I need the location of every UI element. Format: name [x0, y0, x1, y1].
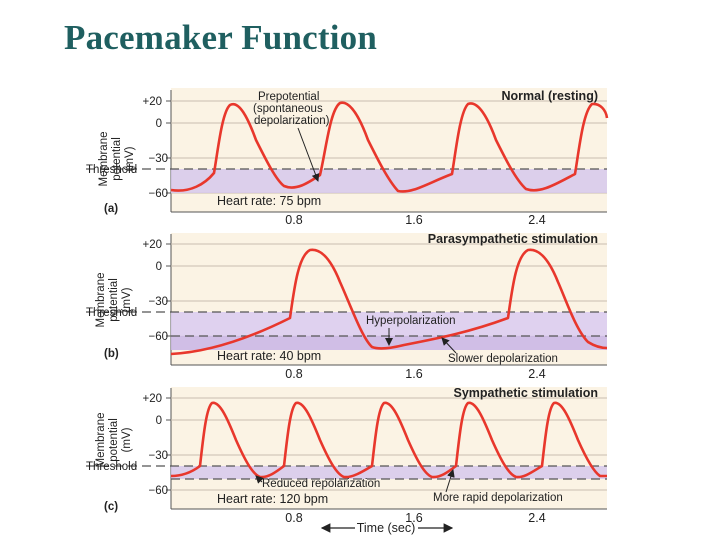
panel-c-background	[171, 387, 607, 509]
panel-b-y-axis-label: Membrane potential (mV)	[95, 273, 133, 328]
panel-b: +20 0 −30 Threshold −60 Membrane potenti…	[86, 232, 608, 381]
panel-c-action-potential-trace	[170, 401, 607, 479]
panel-a-tick-minus60: −60	[148, 188, 168, 200]
panel-b-tick-plus20: +20	[142, 239, 162, 251]
panel-a-ticks: +20 0 −30 Threshold −60	[86, 96, 168, 200]
panel-a-heading: Normal (resting)	[501, 89, 598, 103]
panel-a-ylabel-line3: (mV)	[124, 146, 136, 171]
panel-a-heart-rate: Heart rate: 75 bpm	[217, 194, 321, 208]
panel-b-xtick-0.8: 0.8	[285, 367, 302, 381]
panel-b-slower-depolarization-arrow	[441, 337, 457, 354]
panel-c-ticks: +20 0 −30 Threshold −60	[86, 393, 168, 497]
panel-b-hyperpolarization-label: Hyperpolarization	[366, 315, 456, 327]
panel-a-xtick-2.4: 2.4	[528, 213, 545, 227]
panel-a-ylabel-line1: Membrane	[98, 132, 110, 187]
panel-c-x-ticks: 0.8 1.6 2.4	[285, 511, 545, 525]
panel-c-ylabel-line3: (mV)	[121, 427, 133, 452]
panel-c-tick-minus30: −30	[148, 450, 168, 462]
panel-a-y-axis-label: Membrane potential (mV)	[98, 132, 136, 187]
slide-title: Pacemaker Function	[64, 18, 378, 57]
panel-a-action-potential-trace	[170, 101, 609, 193]
panel-b-ticks: +20 0 −30 Threshold −60	[86, 239, 168, 343]
panel-a-xtick-1.6: 1.6	[405, 213, 422, 227]
panel-a-ylabel-line2: potential	[111, 137, 123, 180]
panel-a-tick-minus30: −30	[148, 153, 168, 165]
panel-c-y-axis-label: Membrane potential (mV)	[95, 413, 133, 468]
panel-c-y-axis	[166, 388, 172, 509]
panel-c-heading: Sympathetic stimulation	[454, 386, 598, 400]
panel-a-letter: (a)	[104, 203, 118, 215]
panel-c-threshold-band	[171, 466, 607, 479]
panel-a-tick-plus20: +20	[142, 96, 162, 108]
panel-c-xtick-2.4: 2.4	[528, 511, 545, 525]
panel-b-tick-minus60: −60	[148, 331, 168, 343]
panel-b-heading: Parasympathetic stimulation	[428, 232, 598, 246]
panel-a-x-ticks: 0.8 1.6 2.4	[285, 213, 545, 227]
panel-c-letter: (c)	[104, 501, 118, 513]
panel-c: +20 0 −30 Threshold −60 Membrane potenti…	[86, 386, 607, 535]
panel-a: +20 0 −30 Threshold −60 Membrane potenti…	[86, 88, 609, 227]
panel-a-annotation-line1: Prepotential	[258, 91, 319, 103]
panel-b-tick-minus30: −30	[148, 296, 168, 308]
panel-c-heart-rate: Heart rate: 120 bpm	[217, 492, 328, 506]
panel-b-x-ticks: 0.8 1.6 2.4	[285, 367, 545, 381]
panel-b-ylabel-line3: (mV)	[121, 287, 133, 312]
panel-c-reduced-repolarization-arrow	[255, 475, 264, 484]
panel-c-tick-plus20: +20	[142, 393, 162, 405]
panel-c-xtick-1.6: 1.6	[405, 511, 422, 525]
panel-b-xtick-1.6: 1.6	[405, 367, 422, 381]
panel-a-annotation-arrow	[297, 127, 320, 182]
panel-c-tick-0: 0	[156, 415, 162, 427]
panel-a-annotation-line2: (spontaneous	[253, 103, 323, 115]
panel-c-tick-minus60: −60	[148, 485, 168, 497]
panel-a-annotation-line3: depolarization)	[254, 115, 330, 127]
panel-b-letter: (b)	[104, 348, 119, 360]
panel-b-ylabel-line2: potential	[108, 278, 120, 321]
panel-c-xtick-0.8: 0.8	[285, 511, 302, 525]
panel-c-ylabel-line2: potential	[108, 418, 120, 461]
panel-b-action-potential-trace	[170, 248, 608, 356]
panel-b-heart-rate: Heart rate: 40 bpm	[217, 349, 321, 363]
panel-b-ylabel-line1: Membrane	[95, 273, 107, 328]
panel-b-xtick-2.4: 2.4	[528, 367, 545, 381]
panel-b-tick-0: 0	[156, 261, 162, 273]
panel-c-more-rapid-depolarization-arrow	[445, 469, 455, 493]
panel-a-tick-0: 0	[156, 118, 162, 130]
panel-c-threshold-label: Threshold	[86, 461, 137, 473]
panel-c-more-rapid-depolarization-label: More rapid depolarization	[433, 492, 563, 504]
panel-b-threshold-label: Threshold	[86, 307, 137, 319]
time-axis-label: Time (sec)	[357, 521, 416, 535]
panel-c-reduced-repolarization-label: Reduced repolarization	[262, 478, 380, 490]
panel-a-threshold-label: Threshold	[86, 164, 137, 176]
panel-c-ylabel-line1: Membrane	[95, 413, 107, 468]
panel-b-slower-depolarization-label: Slower depolarization	[448, 353, 558, 365]
panel-a-xtick-0.8: 0.8	[285, 213, 302, 227]
